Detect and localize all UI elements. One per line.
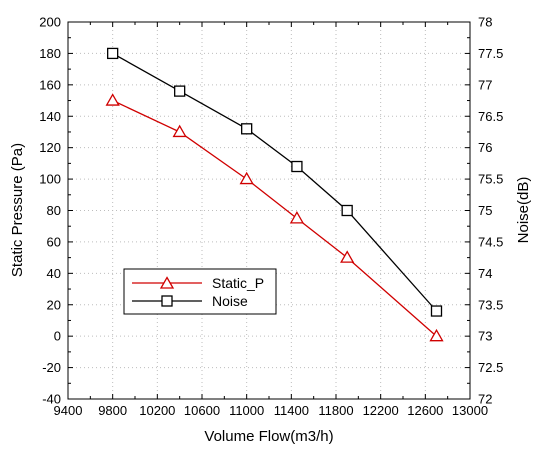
y-right-tick-label: 78 bbox=[478, 15, 492, 30]
legend-marker-triangle bbox=[159, 276, 175, 289]
y-right-tick-label: 74 bbox=[478, 266, 492, 281]
data-point-static-p bbox=[289, 211, 305, 224]
y-left-tick-label: 20 bbox=[47, 297, 61, 312]
series-layer bbox=[105, 47, 444, 342]
y-right-tick-label: 73.5 bbox=[478, 297, 503, 312]
data-point-noise bbox=[107, 47, 119, 60]
data-point-static-p bbox=[239, 171, 254, 185]
data-point-noise bbox=[174, 85, 186, 97]
legend-marker-square bbox=[161, 295, 173, 307]
x-tick-label: 13000 bbox=[452, 403, 488, 418]
series-line-static-p bbox=[112, 99, 437, 337]
y-right-tick-label: 74.5 bbox=[478, 234, 503, 249]
y-axis-left-title: Static Pressure (Pa) bbox=[9, 143, 26, 277]
data-point-noise bbox=[291, 160, 303, 173]
y-left-tick-label: -40 bbox=[42, 392, 61, 407]
data-point-noise bbox=[341, 204, 353, 217]
y-right-tick-label: 73 bbox=[478, 329, 492, 344]
x-tick-label: 12200 bbox=[363, 403, 399, 418]
y-left-tick-label: 160 bbox=[39, 77, 61, 92]
y-left-tick-label: 60 bbox=[47, 234, 61, 249]
x-tick-label: 9800 bbox=[98, 403, 127, 418]
y-left-tick-label: 120 bbox=[39, 140, 61, 155]
legend-label-static-p: Static_P bbox=[212, 275, 264, 291]
y-right-tick-label: 77 bbox=[478, 77, 492, 92]
y-right-tick-label: 76 bbox=[478, 140, 492, 155]
data-point-static-p bbox=[105, 93, 120, 106]
y-left-tick-label: 40 bbox=[47, 266, 61, 281]
grid-lines bbox=[68, 22, 470, 399]
legend-label-noise: Noise bbox=[212, 293, 248, 309]
data-point-static-p bbox=[340, 250, 355, 263]
y-left-tick-label: -20 bbox=[42, 360, 61, 375]
data-point-static-p bbox=[172, 124, 187, 138]
x-tick-label: 11800 bbox=[318, 403, 353, 418]
y-left-tick-label: 180 bbox=[39, 46, 61, 61]
series-line-noise bbox=[112, 52, 437, 312]
y-right-tick-label: 72 bbox=[478, 392, 492, 407]
x-tick-label: 11000 bbox=[229, 403, 264, 418]
axis-ticks: 9400 9800 10200 10600 11000 11400 11800 12200 12… bbox=[39, 15, 503, 419]
x-tick-label: 12600 bbox=[407, 403, 443, 418]
x-tick-label: 9400 bbox=[54, 403, 83, 418]
y-left-tick-label: 140 bbox=[39, 109, 61, 124]
y-right-tick-label: 72.5 bbox=[478, 360, 503, 375]
legend: Static_P Noise bbox=[123, 268, 277, 315]
y-left-tick-label: 200 bbox=[39, 15, 61, 30]
x-axis-title: Volume Flow(m3/h) bbox=[204, 428, 333, 445]
data-point-noise bbox=[241, 123, 253, 135]
y-left-tick-label: 100 bbox=[39, 172, 61, 187]
data-point-noise bbox=[430, 305, 443, 317]
x-tick-label: 11400 bbox=[274, 403, 309, 418]
y-left-tick-label: 0 bbox=[54, 329, 61, 344]
y-right-tick-label: 75 bbox=[478, 203, 492, 218]
y-right-tick-label: 76.5 bbox=[478, 109, 503, 124]
x-tick-label: 10600 bbox=[184, 403, 220, 418]
y-axis-right-title: Noise(dB) bbox=[515, 177, 532, 244]
y-right-tick-label: 77.5 bbox=[478, 46, 503, 61]
x-tick-label: 10200 bbox=[139, 403, 175, 418]
y-left-tick-label: 80 bbox=[47, 203, 61, 218]
y-right-tick-label: 75.5 bbox=[478, 172, 503, 187]
legend-box bbox=[123, 268, 277, 315]
data-point-static-p bbox=[429, 328, 444, 342]
